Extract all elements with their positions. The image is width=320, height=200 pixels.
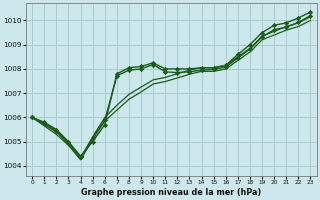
X-axis label: Graphe pression niveau de la mer (hPa): Graphe pression niveau de la mer (hPa) — [81, 188, 261, 197]
